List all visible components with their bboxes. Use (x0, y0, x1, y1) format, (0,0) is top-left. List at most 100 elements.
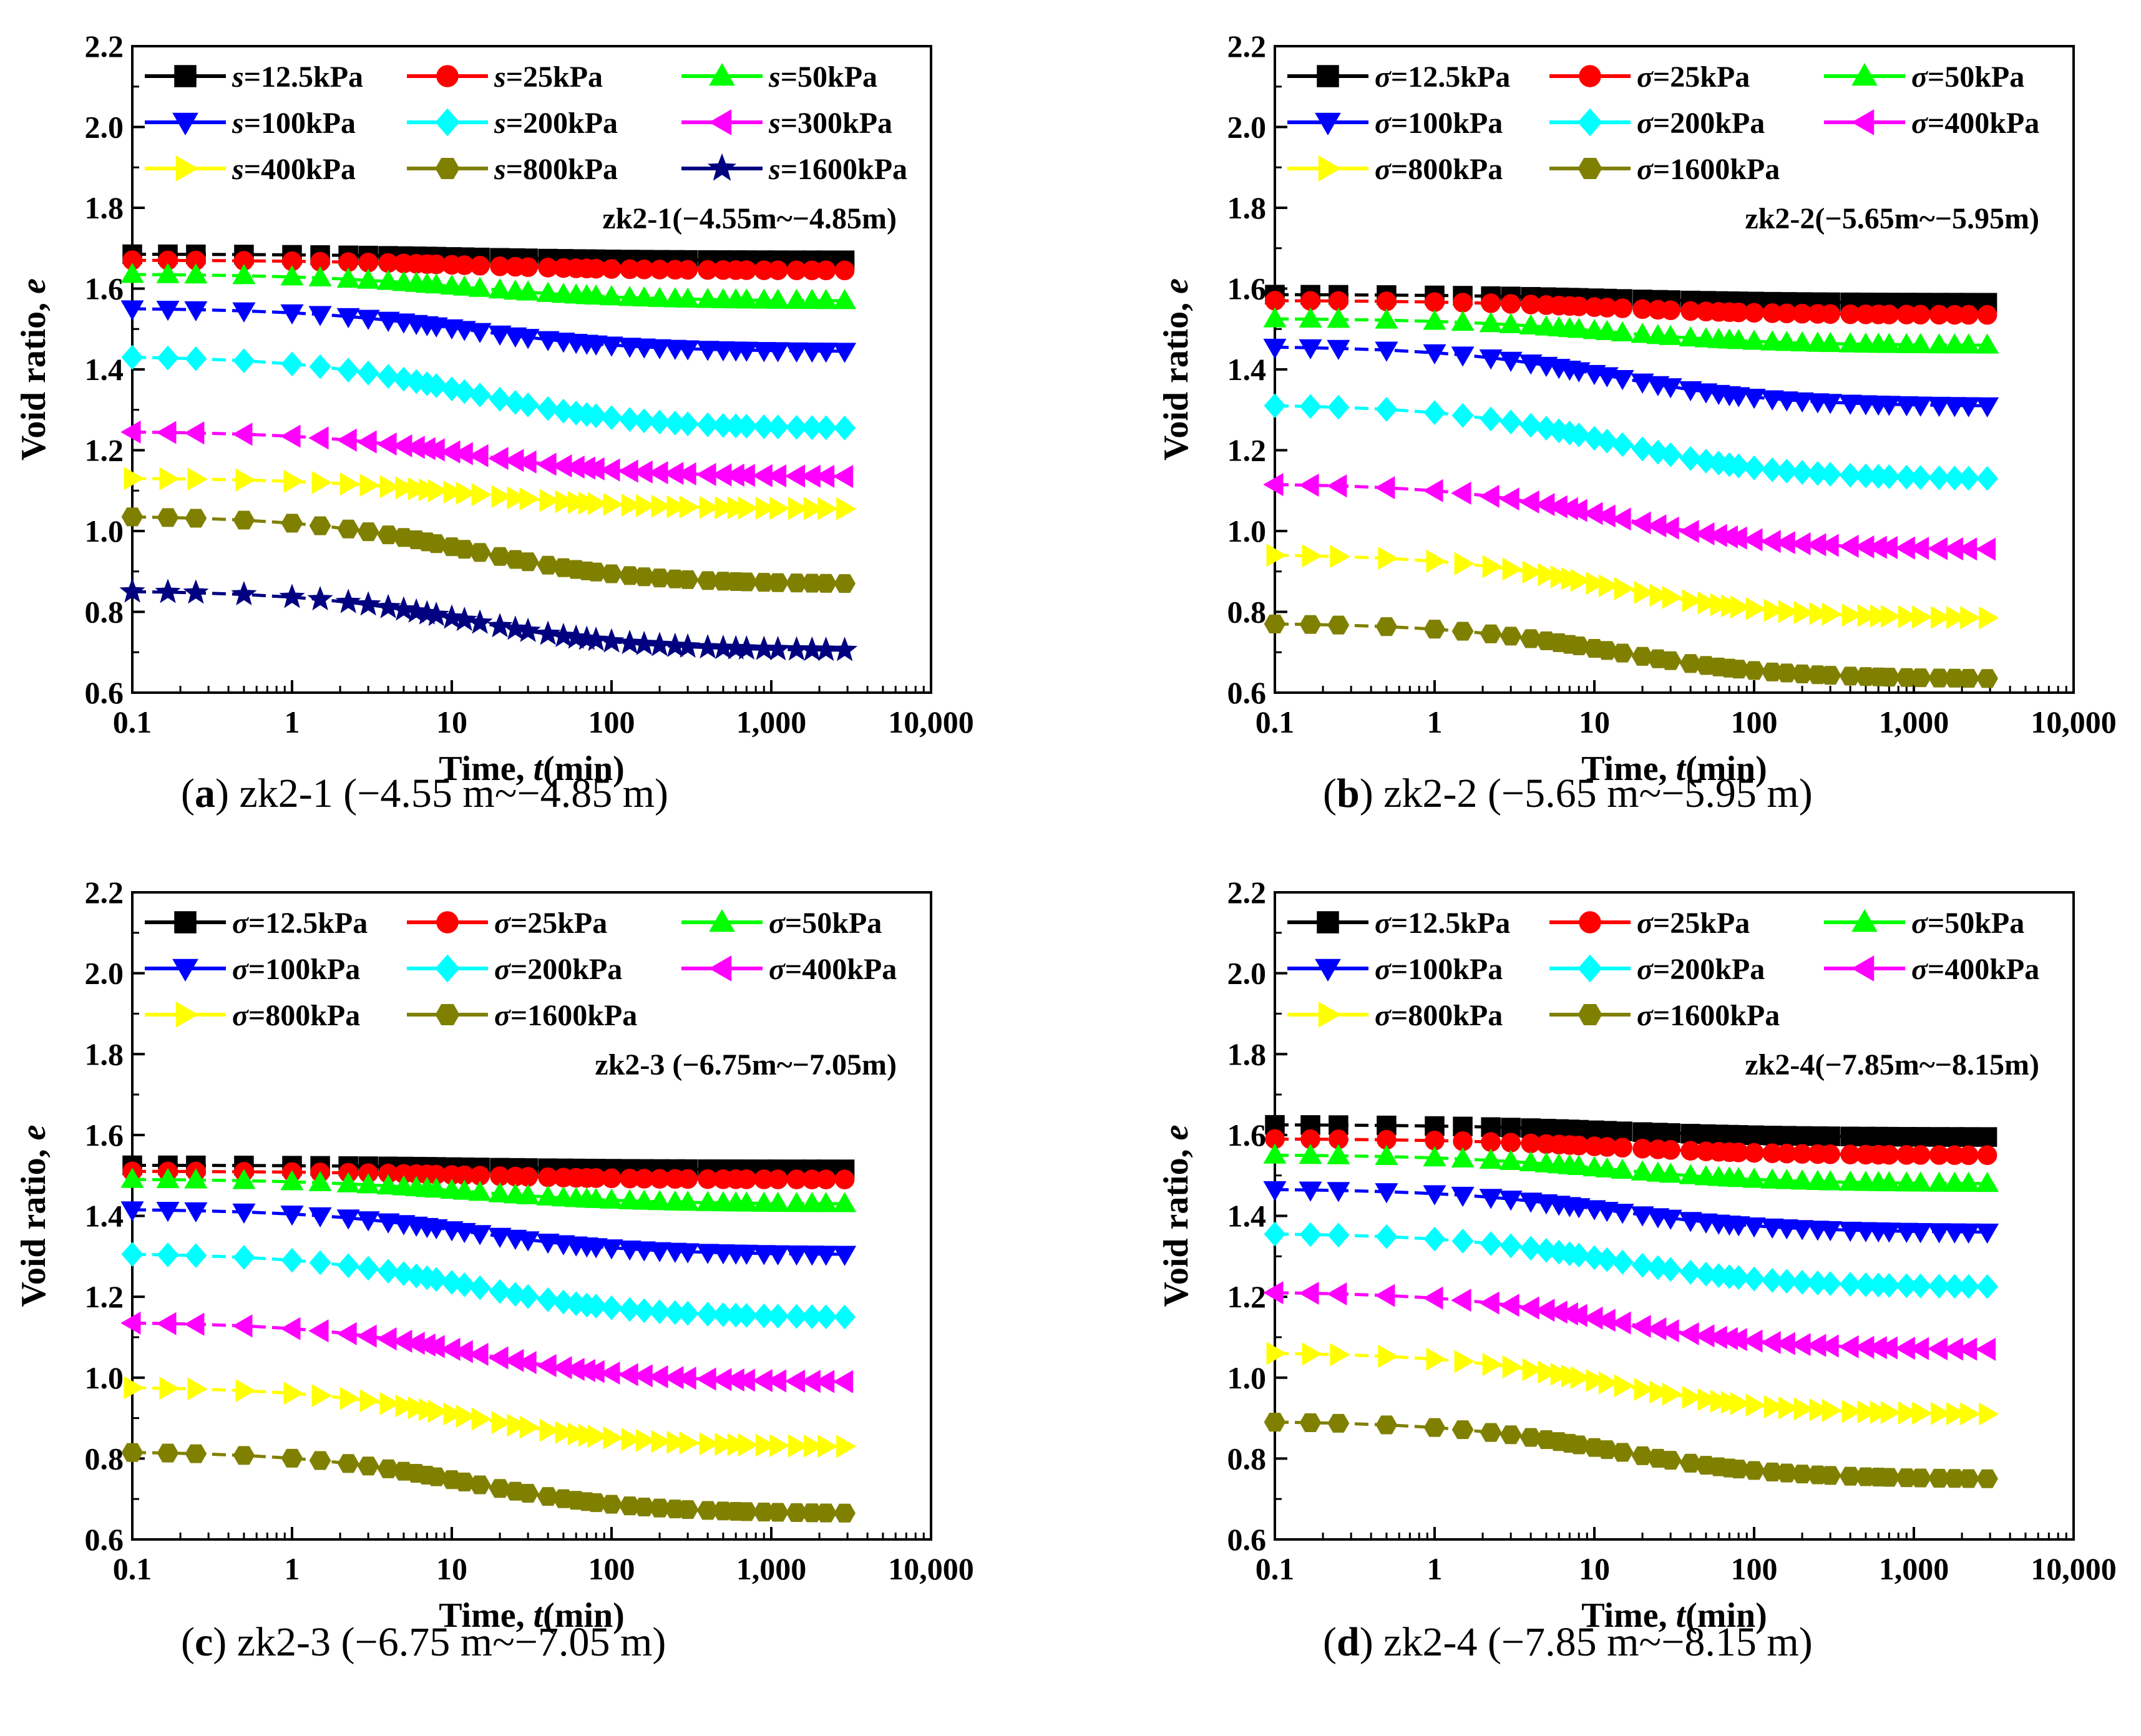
legend-item: σ=50kPa (1824, 907, 2024, 940)
data-point (309, 1451, 331, 1470)
x-tick-label: 100 (1731, 1551, 1778, 1586)
data-point (232, 1169, 256, 1189)
data-point (185, 1243, 207, 1269)
data-point (738, 1433, 759, 1457)
x-tick-label: 10,000 (888, 705, 974, 739)
y-tick-label: 0.8 (85, 1441, 124, 1476)
data-point (120, 300, 144, 321)
legend-label: σ=100kPa (1375, 953, 1503, 986)
data-point (470, 256, 490, 276)
data-point (471, 483, 492, 507)
data-point (1263, 1181, 1287, 1202)
data-point (587, 492, 608, 515)
data-point (232, 1314, 253, 1338)
data-point (1697, 591, 1718, 615)
series-25kPa (122, 250, 855, 281)
legend-marker (435, 158, 460, 179)
data-point (1423, 620, 1446, 639)
data-point (735, 572, 758, 592)
data-point (395, 1394, 416, 1418)
legend-marker (435, 108, 460, 137)
data-point (676, 570, 699, 589)
legend-item: σ=400kPa (1824, 107, 2039, 140)
data-point (235, 468, 256, 492)
data-point (184, 1312, 205, 1336)
data-point (1480, 406, 1502, 432)
data-point (815, 573, 837, 593)
data-point (696, 1501, 719, 1520)
data-point (767, 1503, 789, 1522)
data-point (453, 1472, 476, 1491)
legend-label: s=50kPa (768, 61, 877, 94)
x-tick-label: 10 (436, 705, 467, 739)
y-tick-label: 1.2 (85, 1279, 124, 1314)
legend-item: σ=1600kPa (1549, 153, 1780, 186)
data-point (1958, 1145, 1979, 1165)
data-point (233, 1446, 255, 1465)
data-point (633, 408, 655, 434)
data-point (1927, 396, 1951, 417)
data-point (651, 1430, 671, 1453)
data-point (676, 287, 700, 308)
y-axis-label: Void ratio, e (1157, 278, 1196, 461)
data-point (335, 588, 361, 613)
series-400kPa (1263, 1281, 1996, 1361)
data-point (1595, 504, 1616, 528)
data-point (651, 494, 671, 518)
data-point (1299, 1281, 1319, 1305)
data-point (1659, 651, 1682, 670)
data-point (424, 317, 448, 338)
data-point (598, 628, 625, 653)
series-400kPa (124, 467, 857, 520)
data-point (308, 1319, 329, 1343)
data-point (1975, 1337, 1996, 1361)
series-1600kPa (121, 1443, 856, 1523)
y-tick-label: 1.0 (85, 514, 124, 549)
data-point (155, 578, 181, 603)
data-point (1631, 1446, 1654, 1465)
data-point (1775, 1169, 1798, 1189)
data-point (801, 573, 823, 593)
data-point (469, 1275, 491, 1300)
y-tick-label: 1.4 (1227, 1199, 1267, 1234)
data-point (337, 358, 359, 383)
x-tick-label: 0.1 (1256, 705, 1295, 739)
legend-label: σ=1600kPa (1637, 153, 1780, 186)
data-point (1909, 333, 1933, 354)
data-point (1909, 1171, 1933, 1192)
data-point (1611, 1204, 1634, 1224)
data-point (157, 508, 179, 527)
data-point (1957, 333, 1981, 354)
data-point (1958, 1127, 1979, 1147)
legend-item: s=50kPa (681, 61, 877, 94)
data-point (1631, 1206, 1654, 1227)
data-point (1710, 593, 1730, 617)
legend-marker (172, 958, 198, 982)
data-point (185, 509, 207, 528)
data-point (584, 335, 608, 356)
legend-item: σ=200kPa (1549, 953, 1765, 986)
data-point (1727, 329, 1750, 349)
data-point (632, 1241, 656, 1262)
data-point (676, 1367, 696, 1390)
data-point (468, 276, 492, 297)
data-point (1979, 1402, 1999, 1426)
legend-marker (175, 1002, 199, 1028)
data-point (600, 405, 623, 431)
data-point (280, 1206, 304, 1226)
y-tick-label: 1.4 (1227, 352, 1267, 387)
data-point (1793, 601, 1814, 625)
data-point (753, 573, 775, 592)
y-tick-label: 1.0 (1227, 1360, 1267, 1395)
series-200kPa (121, 1242, 856, 1330)
data-point (1614, 577, 1634, 600)
data-point (815, 415, 837, 441)
data-point (1266, 1342, 1287, 1365)
legend-item: σ=50kPa (1824, 61, 2024, 94)
data-point (788, 497, 809, 520)
data-point (676, 462, 696, 485)
data-point (339, 1387, 360, 1410)
data-point (377, 364, 399, 389)
data-point (834, 260, 855, 281)
data-point (1761, 1462, 1783, 1481)
